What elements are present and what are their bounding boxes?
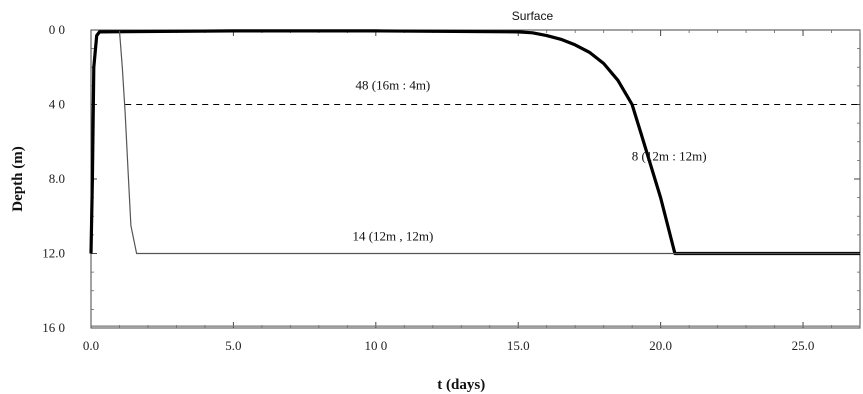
y-tick-label: 8.0	[49, 171, 65, 186]
y-tick-label: 16 0	[42, 320, 65, 335]
series-line-1	[118, 30, 860, 255]
plot-frame	[90, 29, 861, 329]
x-tick-label: 15.0	[507, 338, 530, 353]
chart-title: Surface	[512, 9, 554, 23]
annotation-label: 8 (12m : 12m)	[632, 148, 707, 163]
x-tick-label: 25.0	[792, 338, 815, 353]
x-tick-label: 0.0	[83, 338, 99, 353]
x-tick-label: 10 0	[364, 338, 387, 353]
series-line-0	[89, 29, 860, 256]
x-tick-label: 20.0	[649, 338, 672, 353]
annotation-label: 48 (16m : 4m)	[356, 78, 431, 93]
y-tick-label: 0 0	[49, 22, 65, 37]
y-tick-label: 12.0	[42, 246, 65, 261]
y-tick-label: 4 0	[49, 97, 65, 112]
y-axis-label: Depth (m)	[10, 146, 26, 211]
annotation-label: 14 (12m , 12m)	[352, 228, 433, 243]
x-axis-label: t (days)	[437, 377, 485, 393]
x-tick-label: 5.0	[225, 338, 241, 353]
